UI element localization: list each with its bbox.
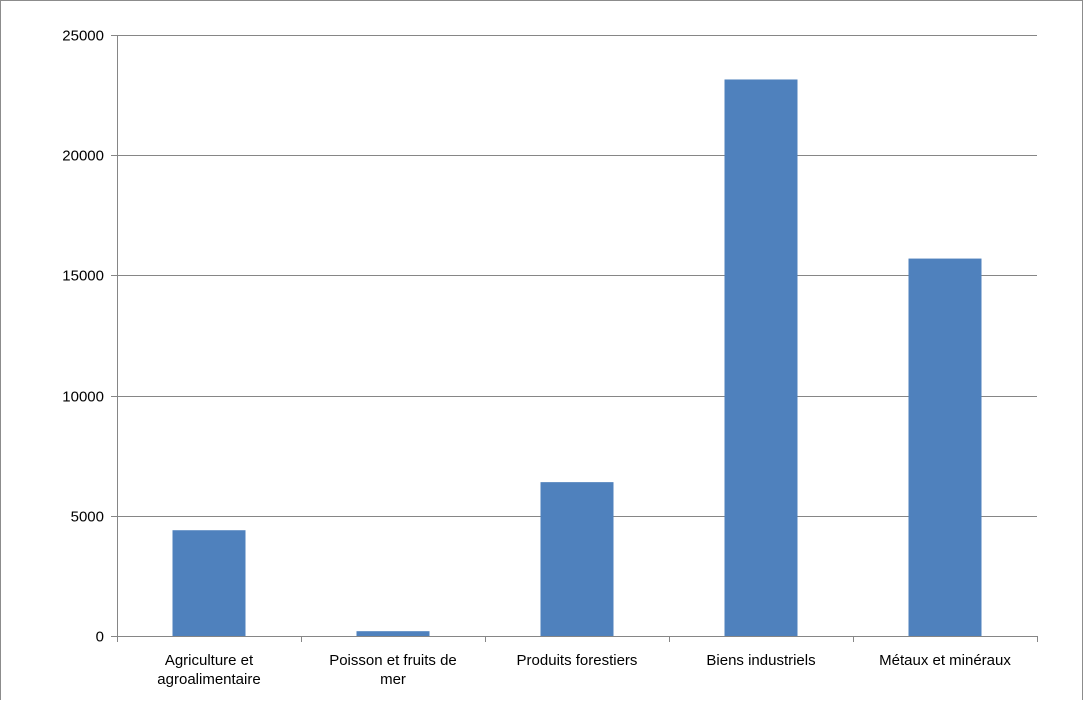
y-tick-label: 5000 — [71, 509, 104, 526]
x-tick-label: Poisson et fruits de mer — [329, 652, 457, 688]
bar — [356, 631, 430, 636]
y-tick-labels: 0 5000 10000 15000 20000 25000 — [62, 28, 104, 646]
y-tick-label: 0 — [96, 629, 104, 646]
bar — [908, 258, 982, 636]
x-tick-label-line: Biens industriels — [706, 652, 815, 669]
x-tick-label-line: Agriculture et — [165, 652, 254, 669]
bar — [172, 530, 246, 636]
x-tick-labels: Agriculture et agroalimentaire Poisson et … — [157, 652, 1011, 688]
y-tick-label: 15000 — [62, 268, 104, 285]
x-tick-label-line: agroalimentaire — [157, 671, 260, 688]
x-tick-label: Métaux et minéraux — [879, 652, 1011, 669]
x-tick-label-line: Métaux et minéraux — [879, 652, 1011, 669]
y-tick-label: 25000 — [62, 28, 104, 45]
x-tick-label-line: Poisson et fruits de — [329, 652, 457, 669]
x-tick-label-line: mer — [380, 671, 406, 688]
x-tick-label: Biens industriels — [706, 652, 815, 669]
y-tick-label: 20000 — [62, 148, 104, 165]
y-tick-label: 10000 — [62, 389, 104, 406]
bar — [724, 79, 798, 636]
x-tick-label: Produits forestiers — [517, 652, 638, 669]
x-tick-label-line: Produits forestiers — [517, 652, 638, 669]
x-tick-label: Agriculture et agroalimentaire — [157, 652, 260, 688]
gridlines — [117, 35, 1037, 517]
bars — [172, 79, 982, 636]
bar — [540, 482, 614, 636]
axes — [111, 35, 1038, 642]
